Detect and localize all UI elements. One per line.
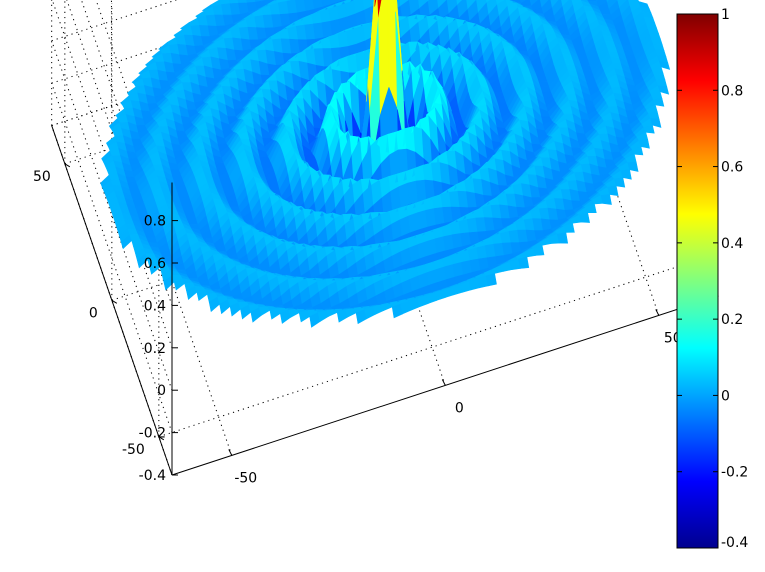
- x-tick-label: 0: [455, 400, 464, 416]
- surface-patch: [657, 85, 670, 95]
- colorbar-tick-label: 0.2: [721, 312, 743, 328]
- y-tick-mark: [111, 299, 118, 304]
- colorbar-tick-label: -0.2: [721, 465, 748, 481]
- x-axis-line: [171, 295, 719, 476]
- z-tick-label: 0.4: [144, 298, 166, 314]
- grid-line: [158, 257, 706, 438]
- surface-patch: [647, 27, 659, 35]
- surface-patch: [274, 0, 277, 2]
- surface-patch: [614, 177, 626, 188]
- grid-line: [51, 0, 173, 348]
- colorbar-ticks: -0.4 -0.2 0 0.2 0.4 0.6 0.8 1: [677, 7, 748, 551]
- x-tick-label: -50: [234, 470, 257, 486]
- surface-patch: [485, 273, 497, 287]
- y-axis-ticks: -50 0 50: [33, 163, 165, 458]
- y-tick-label: 50: [33, 169, 51, 185]
- surface-patch: [374, 0, 377, 7]
- surface-patch: [641, 11, 654, 18]
- z-tick-label: 0.2: [144, 341, 166, 357]
- surface-patch: [649, 32, 661, 40]
- y-tick-mark: [158, 436, 165, 441]
- surface-patch: [638, 139, 650, 149]
- surface-patch: [653, 44, 665, 51]
- surface-plot: [100, 0, 671, 328]
- colorbar-frame: [676, 13, 719, 549]
- colorbar-tick-label: 0: [721, 388, 730, 404]
- z-tick-label: 0.6: [144, 256, 166, 272]
- surface-patch: [288, 308, 300, 318]
- z-tick-label: -0.2: [139, 426, 166, 442]
- grid-line: [66, 0, 173, 306]
- grid-line: [51, 82, 173, 433]
- surface-patch: [658, 60, 671, 70]
- colorbar-tick-label: -0.4: [721, 535, 748, 551]
- grid-line: [51, 40, 173, 391]
- colorbar-tick-label: 0.4: [721, 236, 743, 252]
- surface-patch: [607, 185, 619, 197]
- y-axis-line: [51, 125, 173, 476]
- surface-patch: [653, 98, 665, 107]
- colorbar-gradient: [677, 14, 718, 548]
- x-tick-mark: [228, 449, 233, 456]
- surface-patch: [600, 194, 612, 205]
- x-tick-mark: [441, 379, 446, 386]
- axes: -0.4 -0.2 0 0.2 0.4 0.6 0.8 -50 0 50 -50 0 50: [33, 125, 719, 486]
- colorbar-tick-label: 1: [721, 7, 730, 23]
- surface-patch: [643, 16, 656, 24]
- colorbar-tick-label: 0.6: [721, 160, 743, 176]
- z-tick-label: 0: [157, 383, 166, 399]
- x-tick-mark: [655, 309, 660, 316]
- surface-patch: [627, 161, 639, 172]
- surface-patch: [651, 38, 663, 46]
- surface-patch: [650, 118, 662, 128]
- colorbar: -0.4 -0.2 0 0.2 0.4 0.6 0.8 1: [676, 7, 748, 551]
- surface-patch: [556, 232, 569, 244]
- z-tick-label: 0.8: [144, 214, 166, 230]
- y-tick-mark: [64, 163, 71, 168]
- y-tick-label: 0: [89, 305, 98, 321]
- z-tick-label: -0.4: [139, 468, 166, 484]
- surface-patch: [645, 22, 657, 29]
- y-tick-label: -50: [122, 442, 145, 458]
- colorbar-tick-label: 0.8: [721, 83, 743, 99]
- surface-patch: [518, 256, 530, 269]
